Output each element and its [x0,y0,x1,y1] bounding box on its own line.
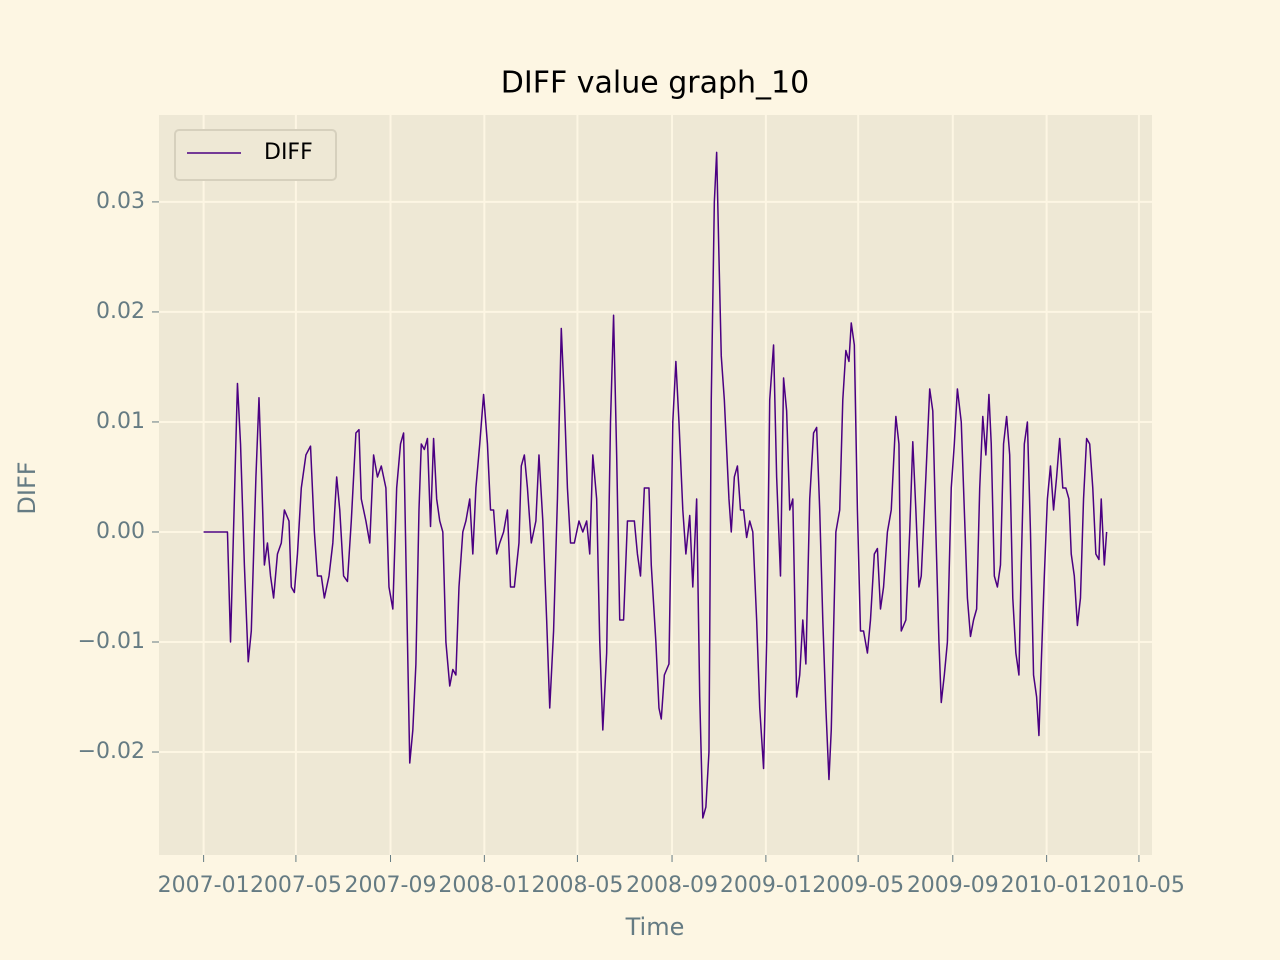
x-tick-label: 2008-05 [531,873,623,898]
x-tick-label: 2010-01 [1001,873,1093,898]
data-line [203,151,1108,819]
x-axis-label: Time [625,913,685,941]
y-tick-label: 0.00 [96,519,145,544]
x-tick-label: 2010-05 [1093,873,1185,898]
y-tick-label: 0.02 [96,299,145,324]
x-tick-label: 2008-09 [626,873,718,898]
legend-box [174,129,337,181]
legend: DIFF [174,129,337,181]
legend-label: DIFF [264,140,313,165]
x-tick-label: 2009-09 [907,873,999,898]
x-tick-label: 2009-05 [812,873,904,898]
x-tick-label: 2009-01 [720,873,812,898]
plot-area [159,115,1152,855]
chart-title: DIFF value graph_10 [501,66,809,101]
y-axis-label: DIFF [13,461,41,514]
x-tick-label: 2007-05 [250,873,342,898]
y-tick-label: −0.02 [78,739,145,764]
y-tick-label: 0.03 [96,189,145,214]
x-tick-label: 2007-09 [345,873,437,898]
y-tick-label: 0.01 [96,409,145,434]
x-tick-label: 2007-01 [158,873,250,898]
y-tick-label: −0.01 [78,629,145,654]
x-tick-label: 2008-01 [438,873,530,898]
